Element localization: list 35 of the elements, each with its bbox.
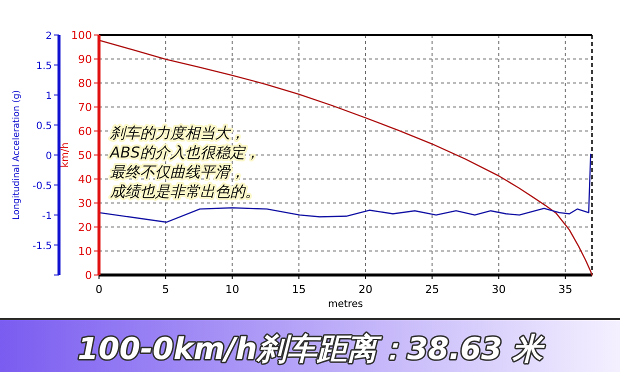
y-tick-label: 90: [78, 53, 92, 66]
x-tick-label: 0: [96, 283, 102, 296]
x-tick-label: 30: [492, 283, 506, 296]
x-tick-label: 20: [358, 283, 372, 296]
y2-tick-label: 2: [46, 31, 52, 42]
y-tick-label: 10: [78, 245, 92, 258]
y-tick-label: 80: [78, 77, 92, 90]
annotation: 刹车的力度相当大，: [109, 124, 245, 142]
y-tick-label: 40: [78, 173, 92, 186]
x-tick-label: 35: [558, 283, 572, 296]
annotation: 最终不仅曲线平滑，: [110, 163, 245, 181]
y-tick-label: 30: [78, 197, 92, 210]
annotation: 成绩也是非常出色的。: [110, 182, 260, 200]
y2-tick-label: -1: [42, 211, 52, 222]
y-axis-title: km/h: [60, 142, 71, 168]
x-tick-label: 10: [225, 283, 240, 296]
y-tick-label: 20: [78, 221, 92, 234]
y2-tick-label: -1.5: [32, 241, 52, 252]
text: 100-0km/h刹车距离：38.63 米: [78, 332, 546, 367]
y2-tick-label: 0: [46, 151, 52, 162]
x-tick-label: 5: [162, 283, 170, 296]
y2-tick-label: 1: [46, 91, 52, 102]
annotation: ABS的介入也很稳定，: [109, 144, 260, 162]
x-tick-label: 25: [425, 283, 440, 296]
y-tick-label: 100: [71, 29, 92, 42]
y2-axis-title: Longitudinal Acceleration (g): [12, 90, 22, 220]
y2-tick-label: 0.5: [36, 121, 52, 132]
y-tick-label: 50: [78, 149, 92, 162]
y2-tick-label: 1.5: [36, 61, 52, 72]
x-axis-title: metres: [328, 299, 364, 310]
y-tick-label: 70: [78, 101, 92, 114]
y2-tick-label: -0.5: [32, 181, 52, 192]
y-tick-label: 0: [85, 269, 92, 282]
x-tick-label: 15: [292, 283, 306, 296]
y-tick-label: 60: [78, 125, 92, 138]
